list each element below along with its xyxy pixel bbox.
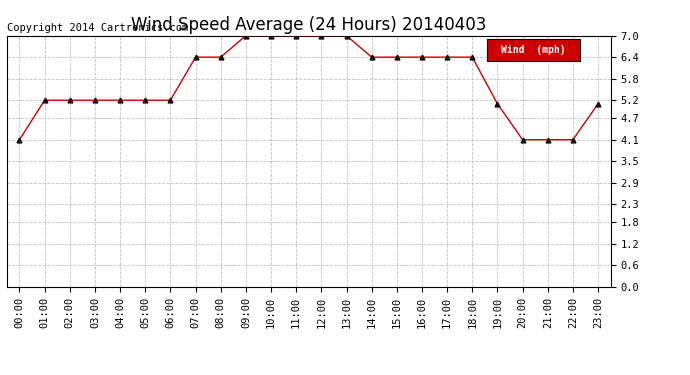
FancyBboxPatch shape [487, 39, 580, 61]
Title: Wind Speed Average (24 Hours) 20140403: Wind Speed Average (24 Hours) 20140403 [131, 16, 486, 34]
Text: Copyright 2014 Cartronics.com: Copyright 2014 Cartronics.com [7, 23, 188, 33]
Text: Wind  (mph): Wind (mph) [502, 45, 566, 55]
